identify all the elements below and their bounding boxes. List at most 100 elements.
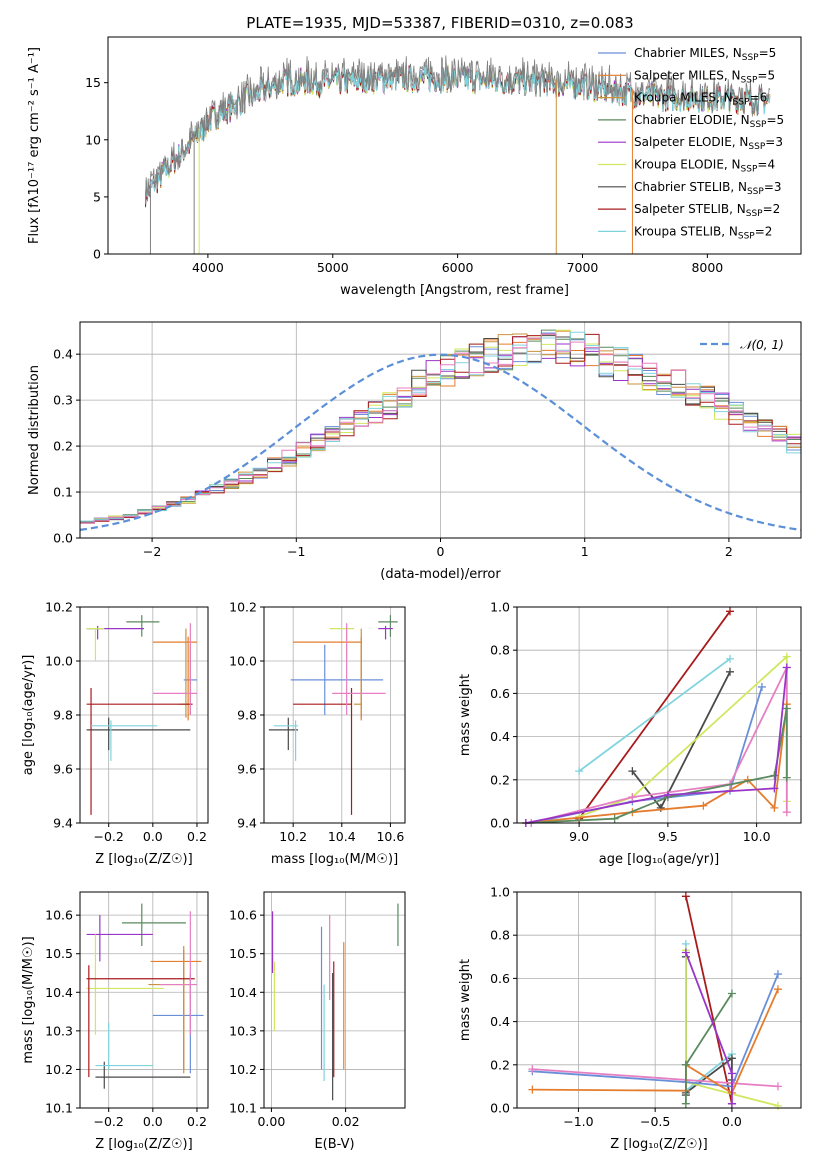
y-tick-label: 9.6 <box>53 762 73 777</box>
y-tick-label: 10.6 <box>229 908 257 923</box>
y-tick-label: 1.0 <box>490 600 510 615</box>
weight-marker <box>681 948 690 957</box>
x-axis-label: Z [log₁₀(Z/Z☉)] <box>95 852 192 867</box>
y-tick-label: 0.6 <box>490 971 510 986</box>
y-tick-label: 0.0 <box>53 531 73 546</box>
weight-marker <box>628 793 637 802</box>
plot-frame <box>263 606 406 824</box>
y-axis-label: mass weight <box>458 959 473 1041</box>
weight-line <box>685 896 733 1104</box>
legend-sub: SSP <box>750 120 767 130</box>
legend-sub: SSP <box>741 75 758 85</box>
weight-marker <box>757 682 766 691</box>
plot-frame <box>516 606 802 824</box>
legend-name: Kroupa STELIB, N <box>634 224 738 238</box>
weight-marker <box>681 1060 690 1069</box>
legend-count: =4 <box>757 158 775 172</box>
legend-sub: SSP <box>747 187 764 197</box>
x-tick-label: 0.0 <box>722 1114 742 1129</box>
legend-entry: Chabrier STELIB, NSSP=3 <box>634 180 782 197</box>
x-tick-label: 8000 <box>691 260 723 275</box>
legend-entry: Kroupa MILES, NSSP=6 <box>634 91 767 108</box>
y-tick-label: 9.8 <box>237 708 257 723</box>
spectrum-axes: 4000 5000 6000 7000 8000 0 5 10 15 wavelength [An… <box>27 47 723 298</box>
y-axis-label: age [log₁₀(age/yr)] <box>21 655 36 776</box>
weight-line <box>578 658 731 772</box>
observed-spectrum-line <box>145 55 771 204</box>
y-tick-label: 10.2 <box>229 1062 257 1077</box>
weight-marker <box>773 970 782 979</box>
x-tick-label: 0.02 <box>332 1114 360 1129</box>
legend-name: Salpeter ELODIE, N <box>634 135 748 149</box>
spectrum-lines <box>145 55 771 254</box>
plot-frame <box>263 891 406 1109</box>
legend-name: Chabrier MILES, N <box>634 46 742 60</box>
x-tick-label: 9.0 <box>569 829 589 844</box>
y-tick-label: 10.3 <box>45 1023 73 1038</box>
y-axis-label: mass [log₁₀(M/M☉)] <box>21 936 36 1063</box>
x-tick-label: 0.2 <box>187 1114 207 1129</box>
x-tick-label: 9.5 <box>658 829 678 844</box>
x-tick-label: −0.2 <box>94 829 124 844</box>
legend-name: Chabrier STELIB, N <box>634 180 747 194</box>
y-tick-label: 9.4 <box>237 816 257 831</box>
y-tick-label: 10.1 <box>229 1101 257 1116</box>
mass_weight_vs_age-axes: 9.0 9.5 10.0 0.0 0.2 0.4 0.6 0.8 1.0 age [log₁₀(a… <box>458 600 801 867</box>
y-tick-label: 0.4 <box>490 1014 510 1029</box>
legend-sub: SSP <box>746 209 763 219</box>
age_vs_mass-points <box>268 615 398 815</box>
y-tick-label: 0 <box>93 247 101 262</box>
y-axis-label: mass weight <box>458 674 473 756</box>
y-tick-label: 10.5 <box>229 946 257 961</box>
mass_weight_vs_age-lines <box>521 607 791 827</box>
weight-marker <box>727 1054 736 1063</box>
weight-marker <box>782 773 791 782</box>
legend-count: =3 <box>765 135 783 149</box>
y-tick-label: 9.8 <box>53 708 73 723</box>
weight-line <box>525 708 788 824</box>
y-tick-label: 10.1 <box>45 1101 73 1116</box>
x-tick-label: 4000 <box>192 260 224 275</box>
weight-marker <box>782 808 791 817</box>
weight-marker <box>726 667 734 676</box>
y-tick-label: 0.0 <box>490 816 510 831</box>
weight-marker <box>656 803 665 812</box>
y-tick-label: 10.2 <box>45 1062 73 1077</box>
y-tick-label: 5 <box>93 189 101 204</box>
x-tick-label: 10.2 <box>279 829 307 844</box>
weight-marker <box>782 652 791 661</box>
histogram-step <box>79 333 802 538</box>
legend-name: Salpeter STELIB, N <box>634 202 746 216</box>
plot-frame <box>107 36 802 255</box>
y-tick-label: 10.0 <box>45 654 73 669</box>
weight-marker <box>575 767 584 776</box>
y-tick-label: 1.0 <box>490 885 510 900</box>
plot-frame <box>79 891 209 1109</box>
age_vs_Z-points <box>86 615 197 815</box>
weight-line <box>532 973 779 1088</box>
y-tick-label: 0.4 <box>53 347 73 362</box>
weight-marker <box>663 790 672 799</box>
mass_vs_Z-axes: −0.2 0.0 0.2 10.1 10.2 10.3 10.4 10.5 10.6 Z [log… <box>21 892 208 1152</box>
legend-entry: 𝒩(0, 1) <box>740 338 784 352</box>
weight-marker <box>681 892 690 901</box>
legend-sub: SSP <box>738 231 755 241</box>
x-axis-label: Z [log₁₀(Z/Z☉)] <box>610 1137 707 1152</box>
y-tick-label: 10.3 <box>229 1023 257 1038</box>
weight-marker <box>628 767 637 776</box>
legend-count: =3 <box>764 180 782 194</box>
weight-line <box>525 667 788 824</box>
weight-marker <box>528 1085 537 1094</box>
legend-sub: SSP <box>748 142 765 152</box>
y-tick-label: 10.4 <box>45 985 73 1000</box>
age_vs_mass-axes: 10.2 10.4 10.6 9.4 9.6 9.8 10.0 10.2 mass [log₁₀… <box>229 600 405 867</box>
legend-entry: Chabrier ELODIE, NSSP=5 <box>634 113 784 130</box>
weight-line <box>525 704 788 824</box>
y-tick-label: 10.0 <box>229 654 257 669</box>
weight-marker <box>770 771 779 780</box>
weight-marker <box>726 607 734 616</box>
mass_weight_vs_Z-axes: −1.0 −0.5 0.0 0.0 0.2 0.4 0.6 0.8 1.0 Z [log₁₀(Z/… <box>458 885 801 1152</box>
weight-marker <box>726 654 734 663</box>
weight-marker <box>727 1099 736 1108</box>
